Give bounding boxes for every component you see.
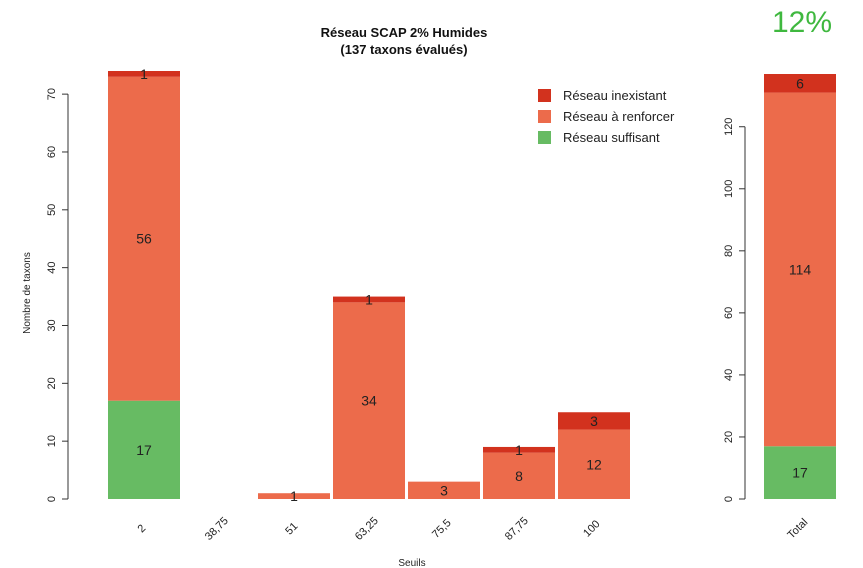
- main-bar-renforcer: [108, 76, 180, 401]
- legend-entry-renforcer: Réseau à renforcer: [563, 109, 675, 124]
- total-x-tick-label: Total: [785, 516, 810, 541]
- main-y-tick-label: 0: [46, 496, 58, 502]
- legend-entry-inexistant: Réseau inexistant: [563, 88, 667, 103]
- main-x-tick-label: 100: [581, 518, 602, 539]
- chart-title-line2: (137 taxons évalués): [340, 42, 467, 57]
- total-plot-area: 0 20 40 60 80 100 120 17 114 6 Total: [723, 74, 836, 541]
- main-x-tick-label: 87,75: [503, 515, 531, 543]
- main-x-tick-label: 75,5: [430, 517, 454, 541]
- main-y-tick-label: 70: [46, 88, 58, 100]
- legend-swatch-renforcer: [538, 110, 551, 123]
- main-data-label: 1: [515, 442, 523, 458]
- main-data-label: 1: [140, 66, 148, 82]
- total-data-label: 114: [789, 261, 812, 277]
- total-bar-suffisant: [764, 446, 836, 499]
- total-y-tick-label: 0: [723, 496, 735, 502]
- main-y-tick-label: 40: [46, 262, 58, 274]
- legend-entry-suffisant: Réseau suffisant: [563, 130, 660, 145]
- total-y-tick-label: 40: [723, 369, 735, 381]
- total-y-tick-label: 60: [723, 307, 735, 319]
- main-bar-renforcer: [483, 452, 555, 499]
- main-data-label: 1: [365, 291, 373, 307]
- main-data-label: 8: [515, 468, 523, 484]
- main-bar-inexistant: [108, 71, 180, 77]
- main-data-label: 12: [586, 456, 602, 472]
- main-bar-inexistant: [558, 412, 630, 430]
- total-y-tick-label: 80: [723, 245, 735, 257]
- main-bar-renforcer: [333, 302, 405, 499]
- main-bar-renforcer: [558, 429, 630, 499]
- y-axis-label: Nombre de taxons: [22, 252, 33, 334]
- percent-badge: 12%: [772, 6, 833, 39]
- total-y-tick-label: 100: [723, 180, 735, 198]
- main-bar-inexistant: [483, 446, 555, 453]
- total-bar-inexistant: [764, 74, 836, 93]
- main-x-tick-label: 38,75: [203, 515, 231, 543]
- main-x-tick-label: 51: [283, 520, 300, 537]
- main-data-label: 17: [136, 442, 152, 458]
- legend-swatch-suffisant: [538, 131, 551, 144]
- total-y-tick-label: 120: [723, 118, 735, 136]
- main-bar-renforcer: [258, 493, 330, 499]
- main-bar-inexistant: [333, 296, 405, 303]
- legend: Réseau inexistant Réseau à renforcer Résea…: [538, 88, 675, 145]
- main-data-label: 56: [136, 231, 152, 247]
- total-data-label: 6: [796, 75, 804, 91]
- total-data-label: 17: [792, 465, 808, 481]
- main-y-tick-label: 10: [46, 435, 58, 447]
- main-y-tick-label: 20: [46, 377, 58, 389]
- main-y-tick-label: 60: [46, 146, 58, 158]
- main-bar-renforcer: [408, 481, 480, 499]
- main-data-label: 1: [290, 488, 298, 504]
- x-axis-label: Seuils: [398, 558, 425, 568]
- total-bar-renforcer: [764, 92, 836, 447]
- main-data-label: 3: [590, 413, 598, 429]
- total-y-tick-label: 20: [723, 431, 735, 443]
- main-y-tick-label: 50: [46, 204, 58, 216]
- legend-swatch-inexistant: [538, 89, 551, 102]
- main-bar-suffisant: [108, 400, 180, 499]
- main-x-tick-label: 63,25: [353, 515, 381, 543]
- main-x-tick-label: 2: [135, 522, 148, 535]
- main-y-tick-label: 30: [46, 319, 58, 331]
- main-data-label: 34: [361, 393, 377, 409]
- main-data-label: 3: [440, 482, 448, 498]
- chart-title-line1: Réseau SCAP 2% Humides: [321, 25, 488, 40]
